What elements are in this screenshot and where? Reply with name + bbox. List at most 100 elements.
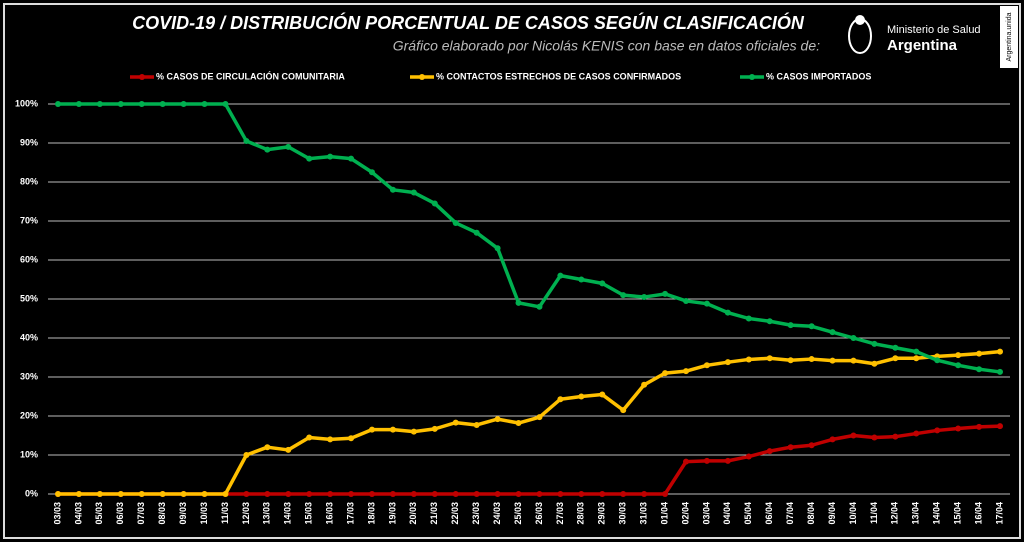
x-tick-label: 10/03 bbox=[199, 502, 209, 525]
point bbox=[264, 146, 271, 153]
point bbox=[724, 359, 731, 366]
point bbox=[850, 335, 857, 341]
x-tick-label: 13/04 bbox=[911, 502, 921, 525]
point bbox=[683, 458, 689, 465]
x-tick-label: 15/04 bbox=[953, 502, 963, 525]
x-tick-label: 25/03 bbox=[513, 502, 523, 525]
point bbox=[431, 425, 438, 432]
x-tick-label: 16/03 bbox=[325, 502, 335, 525]
x-tick-label: 13/03 bbox=[262, 502, 272, 525]
point bbox=[431, 491, 438, 497]
point bbox=[243, 491, 250, 497]
legend-label: % CASOS IMPORTADOS bbox=[766, 71, 871, 81]
point bbox=[557, 272, 564, 279]
point bbox=[850, 432, 857, 439]
x-tick-label: 18/03 bbox=[366, 502, 376, 525]
point bbox=[703, 362, 710, 369]
side-label: Argentina.unida bbox=[1006, 12, 1013, 61]
y-tick-label: 70% bbox=[20, 215, 38, 225]
series-line bbox=[58, 349, 1001, 496]
series-line bbox=[58, 102, 1001, 374]
point bbox=[934, 427, 941, 434]
x-tick-label: 05/03 bbox=[94, 502, 104, 525]
point bbox=[473, 421, 480, 428]
x-tick-label: 11/04 bbox=[869, 502, 879, 524]
point bbox=[871, 434, 878, 441]
point bbox=[515, 299, 522, 306]
point bbox=[327, 491, 334, 497]
chart-title: COVID-19 / DISTRIBUCIÓN PORCENTUAL DE CA… bbox=[132, 12, 805, 33]
point bbox=[662, 491, 669, 497]
point bbox=[745, 356, 752, 363]
x-tick-label: 24/03 bbox=[492, 502, 502, 525]
point bbox=[55, 491, 61, 497]
x-tick-label: 07/04 bbox=[785, 502, 795, 525]
side-box bbox=[1000, 6, 1018, 68]
point bbox=[243, 452, 250, 458]
x-tick-label: 14/04 bbox=[932, 502, 942, 525]
x-tick-label: 17/04 bbox=[994, 502, 1004, 525]
point bbox=[641, 491, 648, 497]
point bbox=[536, 491, 543, 497]
point bbox=[117, 101, 124, 107]
point bbox=[787, 322, 794, 329]
point bbox=[662, 290, 669, 297]
point bbox=[599, 491, 606, 497]
point bbox=[327, 436, 334, 443]
point bbox=[703, 300, 710, 307]
point bbox=[557, 396, 564, 403]
x-tick-label: 28/03 bbox=[576, 502, 586, 525]
x-tick-label: 09/04 bbox=[827, 502, 837, 525]
y-tick-label: 30% bbox=[20, 371, 38, 381]
y-tick-label: 10% bbox=[20, 449, 38, 459]
point bbox=[766, 355, 773, 362]
logo-line1: Ministerio de Salud bbox=[887, 24, 981, 36]
point bbox=[159, 491, 166, 497]
x-tick-label: 12/03 bbox=[241, 502, 251, 525]
point bbox=[369, 169, 375, 176]
x-tick-label: 20/03 bbox=[408, 502, 418, 525]
x-tick-label: 12/04 bbox=[890, 502, 900, 525]
point bbox=[515, 491, 522, 497]
point bbox=[724, 309, 731, 316]
point bbox=[913, 348, 920, 355]
point bbox=[327, 153, 334, 160]
x-tick-label: 06/04 bbox=[764, 502, 774, 525]
point bbox=[494, 491, 501, 497]
x-tick-label: 26/03 bbox=[534, 502, 544, 525]
point bbox=[620, 292, 627, 299]
legend-label: % CASOS DE CIRCULACIÓN COMUNITARIA bbox=[156, 70, 345, 81]
point bbox=[829, 436, 836, 443]
legend-marker bbox=[749, 74, 755, 80]
point bbox=[934, 357, 941, 364]
point bbox=[766, 318, 773, 325]
x-tick-label: 10/04 bbox=[848, 502, 858, 525]
point bbox=[997, 368, 1003, 375]
point bbox=[683, 368, 689, 375]
point bbox=[578, 393, 585, 400]
y-tick-label: 40% bbox=[20, 332, 38, 342]
x-tick-label: 14/03 bbox=[283, 502, 293, 525]
point bbox=[348, 155, 355, 162]
point bbox=[264, 444, 271, 451]
point bbox=[117, 491, 124, 497]
legend-marker bbox=[419, 74, 425, 80]
point bbox=[787, 357, 794, 364]
point bbox=[180, 101, 187, 107]
y-tick-label: 90% bbox=[20, 137, 38, 147]
point bbox=[201, 101, 208, 107]
point bbox=[892, 355, 899, 362]
point bbox=[55, 101, 61, 107]
x-tick-label: 06/03 bbox=[115, 502, 125, 525]
x-tick-label: 17/03 bbox=[345, 502, 355, 525]
point bbox=[976, 423, 983, 430]
point bbox=[745, 315, 752, 322]
point bbox=[892, 344, 899, 351]
x-tick-label: 09/03 bbox=[178, 502, 188, 525]
point bbox=[955, 362, 962, 369]
point bbox=[306, 155, 313, 162]
x-tick-label: 22/03 bbox=[450, 502, 460, 525]
y-tick-label: 80% bbox=[20, 176, 38, 186]
point bbox=[138, 491, 145, 497]
point bbox=[410, 491, 417, 497]
